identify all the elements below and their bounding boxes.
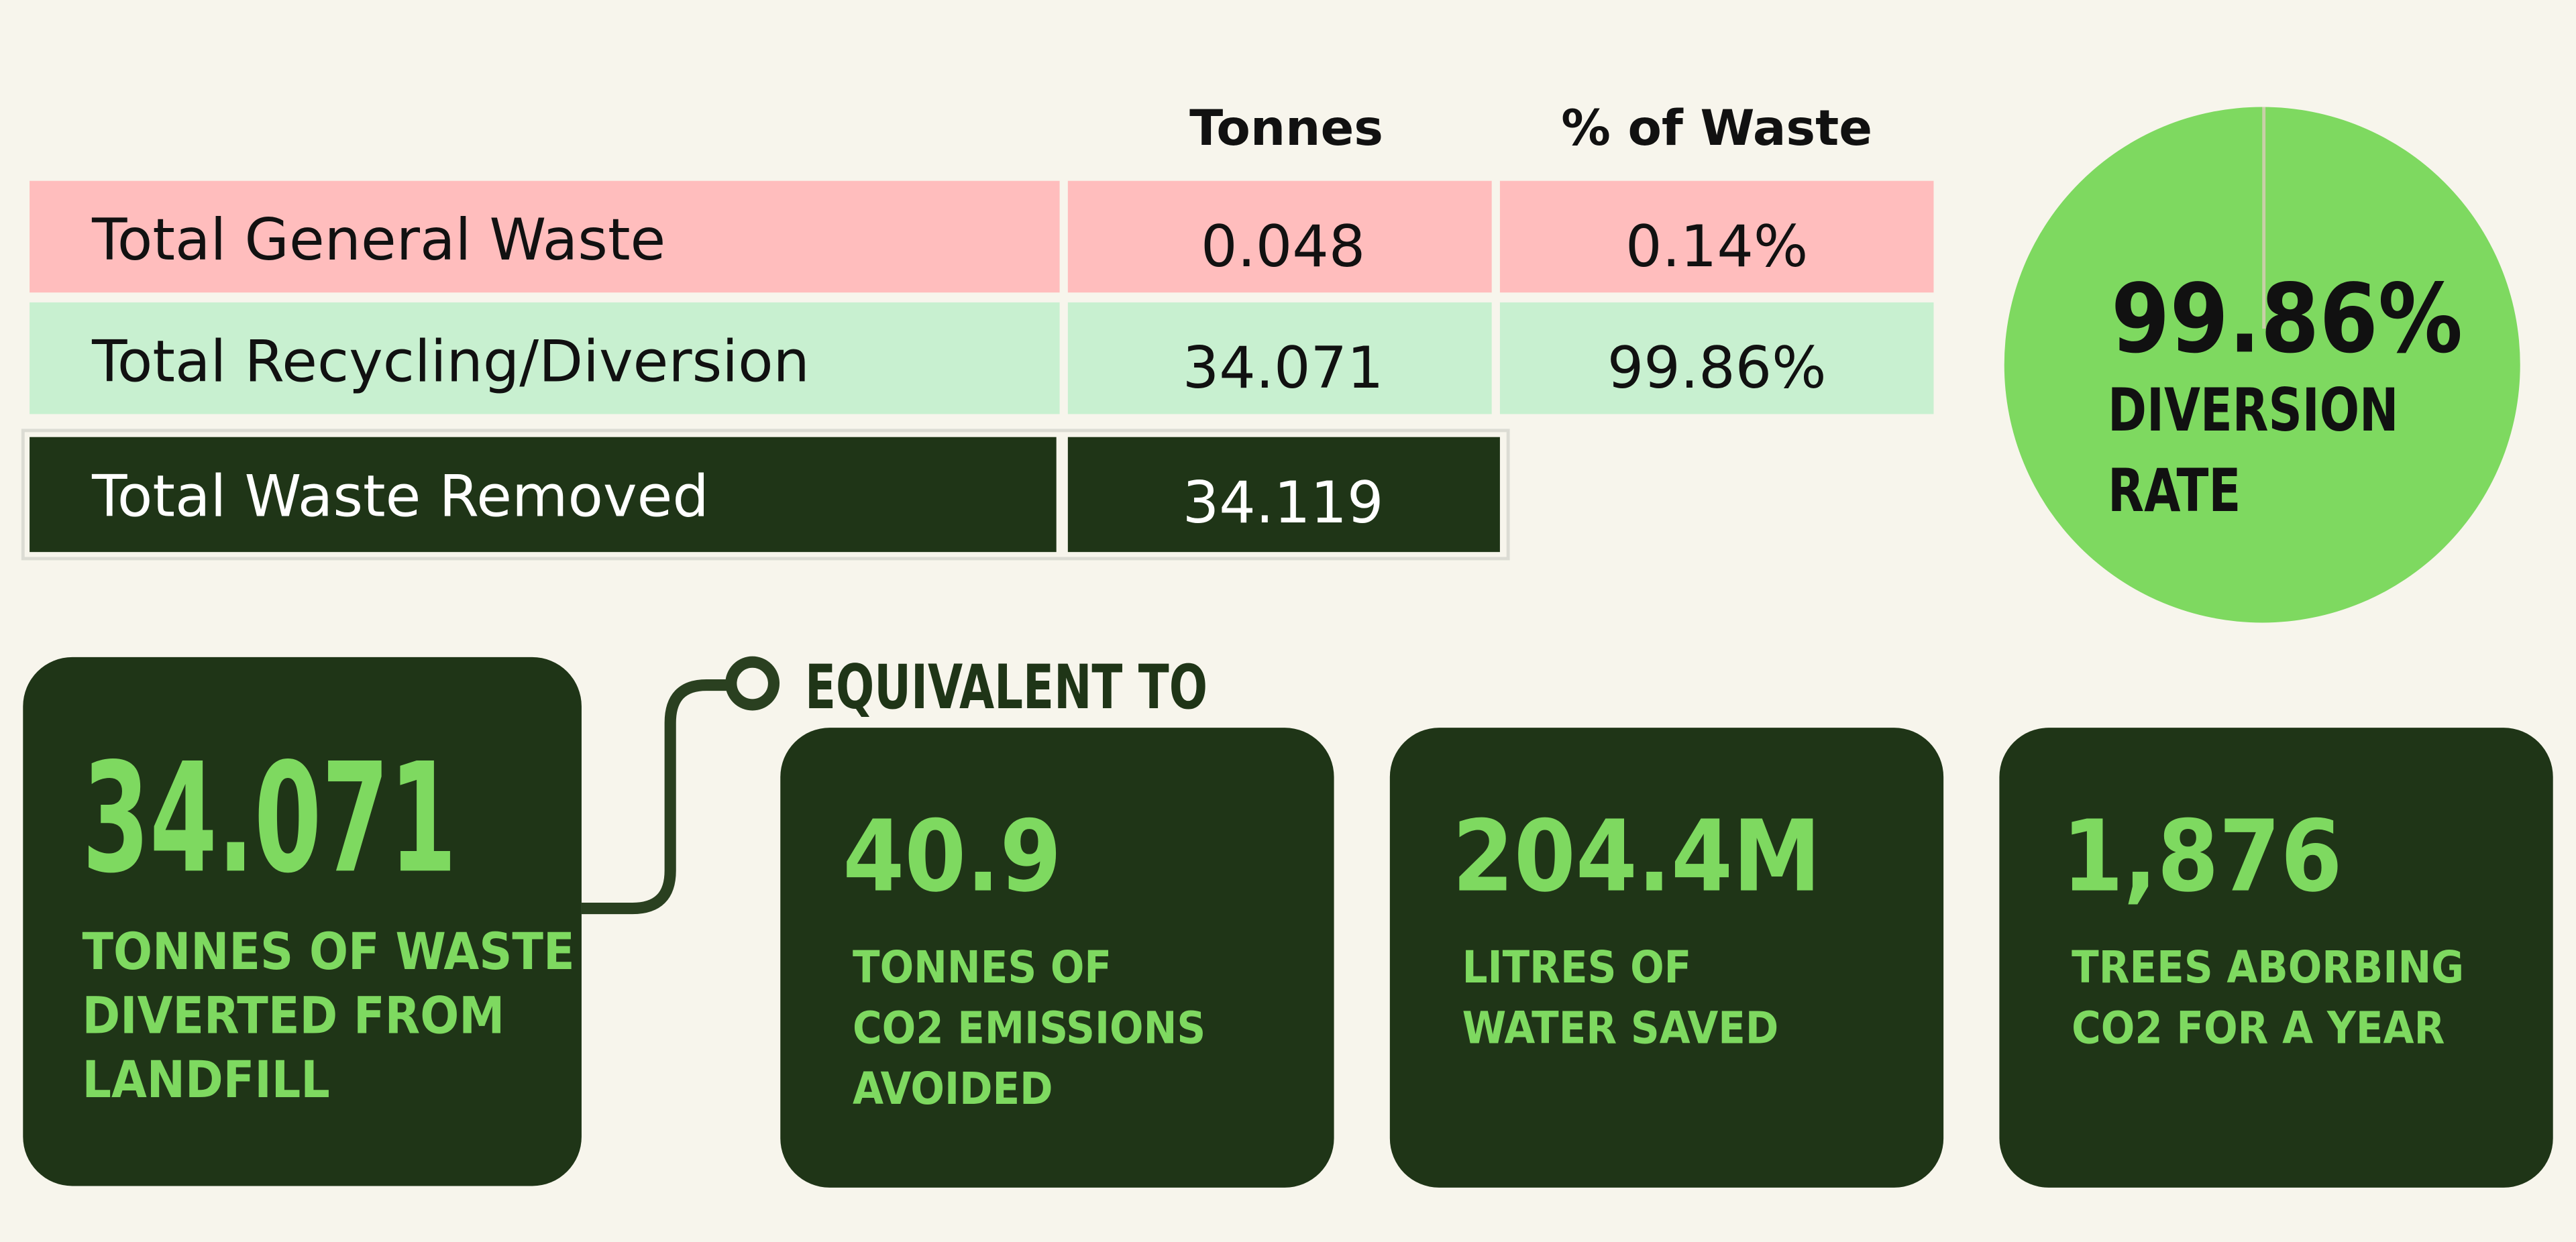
column-header: % of Waste bbox=[1561, 100, 1872, 157]
table-border bbox=[21, 429, 1510, 561]
cell bbox=[1499, 302, 1934, 414]
card-value: 204.4M bbox=[1452, 799, 1821, 914]
card-label: AVOIDED bbox=[853, 1063, 1053, 1115]
diversion-value: 99.86% bbox=[2111, 264, 2463, 374]
card-value: 40.9 bbox=[843, 799, 1061, 914]
cell-value: 0.14% bbox=[1625, 213, 1808, 280]
diversion-circle bbox=[2004, 107, 2520, 623]
main-label: DIVERTED FROM bbox=[82, 986, 504, 1046]
connector-dot bbox=[725, 656, 780, 711]
cell bbox=[30, 437, 1057, 553]
row-label: Total Recycling/Diversion bbox=[91, 328, 810, 395]
row-label: Total Waste Removed bbox=[91, 463, 709, 530]
cell bbox=[30, 180, 1060, 293]
cell bbox=[1499, 180, 1934, 293]
connector bbox=[581, 679, 733, 915]
card-label: TREES ABORBING bbox=[2072, 942, 2464, 993]
cell-value: 99.86% bbox=[1607, 335, 1827, 402]
equivalent-card bbox=[1389, 728, 1944, 1188]
equivalent-card bbox=[780, 728, 1334, 1188]
card-label: TONNES OF bbox=[853, 942, 1112, 993]
cell bbox=[1067, 437, 1500, 553]
column-header: Tonnes bbox=[1189, 100, 1383, 157]
main-label: TONNES OF WASTE bbox=[82, 922, 574, 981]
cell-value: 0.048 bbox=[1201, 213, 1365, 280]
diversion-label: DIVERSION bbox=[2108, 376, 2398, 445]
equivalent-heading: EQUIVALENT TO bbox=[805, 653, 1208, 723]
main-label: LANDFILL bbox=[82, 1050, 329, 1109]
diversion-label: RATE bbox=[2108, 456, 2241, 525]
cell-value: 34.071 bbox=[1183, 335, 1384, 402]
row-label: Total General Waste bbox=[91, 207, 665, 274]
card-label: LITRES OF bbox=[1462, 942, 1692, 993]
main-value: 34.071 bbox=[82, 731, 456, 907]
cell bbox=[1067, 302, 1492, 414]
card-value: 1,876 bbox=[2061, 799, 2342, 914]
equivalent-card bbox=[1999, 728, 2553, 1188]
cell bbox=[30, 302, 1060, 414]
main-card bbox=[23, 657, 582, 1186]
cell bbox=[1067, 180, 1492, 293]
cell-value: 34.119 bbox=[1183, 469, 1384, 537]
card-label: WATER SAVED bbox=[1462, 1002, 1779, 1054]
card-label: CO2 FOR A YEAR bbox=[2072, 1002, 2445, 1054]
card-label: CO2 EMISSIONS bbox=[853, 1002, 1205, 1054]
